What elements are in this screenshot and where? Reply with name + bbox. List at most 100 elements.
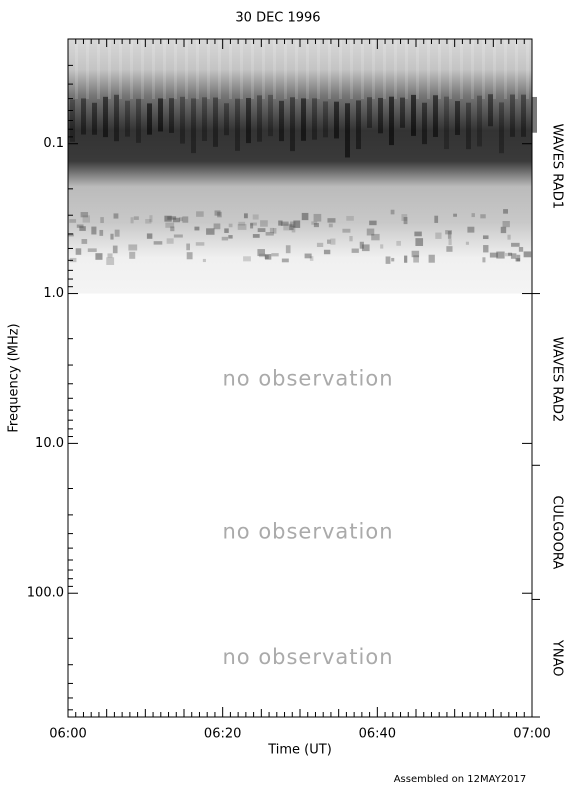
speckle bbox=[107, 253, 113, 258]
burst-stripe bbox=[477, 95, 482, 147]
speckle bbox=[281, 258, 289, 263]
light-stripe bbox=[284, 39, 287, 99]
speckle bbox=[224, 228, 229, 233]
speckle bbox=[68, 233, 74, 237]
speckle bbox=[413, 255, 419, 263]
speckle bbox=[257, 228, 266, 233]
speckle bbox=[272, 228, 277, 234]
speckle bbox=[196, 211, 204, 217]
light-stripe bbox=[471, 39, 474, 99]
speckle bbox=[186, 243, 191, 251]
speckle bbox=[503, 209, 508, 214]
x-tick-label: 06:20 bbox=[204, 727, 241, 742]
speckle bbox=[146, 233, 153, 239]
speckle bbox=[179, 217, 183, 222]
speckle bbox=[391, 257, 395, 262]
instrument-label: WAVES RAD2 bbox=[550, 337, 565, 422]
light-stripe bbox=[350, 39, 353, 99]
speckle bbox=[511, 242, 520, 247]
speckle bbox=[428, 254, 435, 263]
speckle bbox=[371, 233, 380, 241]
speckle bbox=[507, 234, 511, 240]
speckle bbox=[114, 229, 120, 237]
light-stripe bbox=[526, 39, 529, 99]
speckle bbox=[523, 251, 532, 258]
footer: Assembled on 12MAY2017 bbox=[394, 774, 527, 785]
light-stripe bbox=[251, 39, 254, 99]
speckle bbox=[380, 244, 384, 249]
light-stripe bbox=[339, 39, 342, 99]
speckle bbox=[496, 251, 505, 259]
burst-stripe bbox=[532, 96, 537, 133]
speckle bbox=[351, 248, 359, 253]
speckle bbox=[217, 211, 222, 218]
burst-stripe bbox=[312, 98, 317, 140]
burst-stripe bbox=[169, 98, 174, 133]
speckle bbox=[385, 256, 391, 264]
burst-stripe bbox=[147, 103, 152, 135]
speckle bbox=[483, 245, 489, 253]
light-stripe bbox=[383, 39, 386, 99]
burst-stripe bbox=[92, 102, 97, 135]
speckle bbox=[81, 239, 88, 244]
speckle bbox=[259, 253, 266, 258]
speckle bbox=[359, 241, 364, 249]
light-stripe bbox=[328, 39, 331, 99]
burst-stripe bbox=[235, 98, 240, 151]
y-tick-label: 1.0 bbox=[43, 286, 64, 301]
light-stripe bbox=[86, 39, 89, 99]
speckle bbox=[447, 231, 452, 239]
speckle bbox=[415, 238, 424, 246]
no-observation: no observation bbox=[222, 645, 393, 669]
speckle bbox=[252, 214, 259, 220]
burst-stripe bbox=[136, 98, 141, 143]
burst-stripe bbox=[301, 98, 306, 141]
speckle bbox=[213, 223, 221, 230]
light-stripe bbox=[152, 39, 155, 99]
spectrogram-image bbox=[68, 39, 532, 294]
burst-stripe bbox=[422, 102, 427, 145]
speckle bbox=[128, 244, 138, 251]
speckle bbox=[278, 220, 283, 226]
speckle bbox=[112, 245, 118, 254]
light-stripe bbox=[317, 39, 320, 99]
speckle bbox=[221, 236, 229, 241]
speckle bbox=[271, 253, 279, 257]
speckle bbox=[518, 247, 524, 252]
burst-stripe bbox=[268, 94, 273, 137]
burst-stripe bbox=[367, 97, 372, 128]
burst-stripe bbox=[246, 98, 251, 144]
instrument-label: YNAO bbox=[550, 639, 565, 677]
light-stripe bbox=[130, 39, 133, 99]
speckle bbox=[129, 251, 136, 259]
light-stripe bbox=[449, 39, 452, 99]
speckle bbox=[113, 213, 119, 219]
speckle bbox=[75, 248, 82, 255]
speckle bbox=[80, 212, 89, 218]
x-axis-label: Time (UT) bbox=[267, 743, 332, 758]
speckle bbox=[304, 253, 312, 259]
speckle bbox=[327, 239, 331, 244]
speckle bbox=[153, 241, 163, 245]
speckle bbox=[446, 246, 453, 252]
burst-stripe bbox=[433, 95, 438, 137]
speckle bbox=[280, 221, 289, 226]
speckle bbox=[404, 255, 408, 263]
speckle bbox=[366, 228, 375, 236]
burst-stripe bbox=[323, 101, 328, 138]
speckle bbox=[290, 221, 296, 228]
speckle bbox=[482, 257, 486, 263]
speckle bbox=[238, 221, 246, 226]
light-stripe bbox=[438, 39, 441, 99]
speckle bbox=[194, 226, 200, 231]
speckle bbox=[149, 215, 153, 223]
light-stripe bbox=[108, 39, 111, 99]
speckle bbox=[342, 228, 351, 233]
speckle bbox=[283, 223, 293, 231]
no-observation: no observation bbox=[222, 366, 393, 390]
speckle bbox=[489, 252, 498, 258]
light-stripe bbox=[75, 39, 78, 99]
speckle bbox=[504, 252, 511, 257]
speckle bbox=[403, 217, 408, 225]
